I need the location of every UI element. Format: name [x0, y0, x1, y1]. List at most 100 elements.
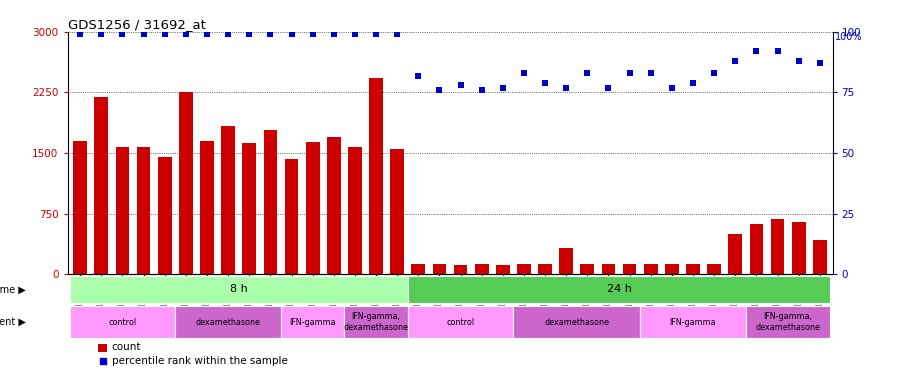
Bar [640, 306, 746, 338]
Point [665, 85, 680, 91]
Bar [433, 264, 446, 274]
Bar [513, 306, 640, 338]
Bar [327, 137, 340, 274]
Point [517, 70, 531, 76]
Point [454, 82, 468, 88]
Bar [281, 306, 345, 338]
Bar [601, 264, 616, 274]
Bar [475, 264, 489, 274]
Point [474, 87, 489, 93]
Point [390, 31, 404, 37]
Point [263, 31, 277, 37]
Point [749, 48, 763, 54]
Point [538, 80, 553, 86]
Point [813, 60, 827, 66]
Text: 24 h: 24 h [607, 284, 632, 294]
Point [728, 58, 742, 64]
Bar [98, 344, 107, 352]
Text: count: count [112, 342, 141, 352]
Point [73, 31, 87, 37]
Bar [813, 240, 827, 274]
Bar [560, 248, 573, 274]
Point [327, 31, 341, 37]
Bar [518, 264, 531, 274]
Bar [200, 141, 214, 274]
Text: IFN-gamma: IFN-gamma [289, 318, 336, 327]
Point [559, 85, 573, 91]
Text: time ▶: time ▶ [0, 284, 25, 294]
Point [623, 70, 637, 76]
Bar [707, 264, 721, 274]
Bar [665, 264, 679, 274]
Bar [179, 93, 193, 274]
Bar [345, 306, 408, 338]
Bar [69, 306, 176, 338]
Point [158, 31, 172, 37]
Bar [176, 306, 281, 338]
Bar [750, 224, 763, 274]
Text: percentile rank within the sample: percentile rank within the sample [112, 356, 288, 366]
Bar [538, 264, 552, 274]
Text: control: control [108, 318, 137, 327]
Bar [686, 264, 700, 274]
Bar [284, 159, 299, 274]
Point [601, 85, 616, 91]
Bar [644, 264, 658, 274]
Point [770, 48, 785, 54]
Text: agent ▶: agent ▶ [0, 317, 25, 327]
Bar [158, 157, 172, 274]
Point [115, 31, 130, 37]
Bar [242, 143, 256, 274]
Bar [411, 264, 425, 274]
Bar [792, 222, 806, 274]
Bar [580, 264, 594, 274]
Bar [264, 130, 277, 274]
Text: IFN-gamma: IFN-gamma [670, 318, 716, 327]
Point [284, 31, 299, 37]
Point [220, 31, 235, 37]
Point [791, 58, 806, 64]
Text: dexamethasone: dexamethasone [195, 318, 261, 327]
Bar [408, 276, 831, 303]
Text: IFN-gamma,
dexamethasone: IFN-gamma, dexamethasone [756, 312, 821, 332]
Point [411, 72, 426, 78]
Bar [221, 126, 235, 274]
Text: dexamethasone: dexamethasone [544, 318, 609, 327]
Bar [73, 141, 87, 274]
Point [707, 70, 722, 76]
Bar [770, 219, 785, 274]
Bar [369, 78, 382, 274]
Bar [348, 147, 362, 274]
Bar [391, 149, 404, 274]
Bar [623, 264, 636, 274]
Text: 100%: 100% [835, 32, 863, 42]
Bar [746, 306, 831, 338]
Text: 8 h: 8 h [230, 284, 248, 294]
Bar [454, 266, 467, 274]
Point [432, 87, 446, 93]
Bar [69, 276, 408, 303]
Point [305, 31, 320, 37]
Point [580, 70, 595, 76]
Bar [408, 306, 513, 338]
Bar [306, 142, 319, 274]
Point [94, 31, 109, 37]
Point [496, 85, 510, 91]
Point [242, 31, 256, 37]
Point [644, 70, 658, 76]
Bar [94, 98, 108, 274]
Point [347, 31, 362, 37]
Point [178, 31, 193, 37]
Point [95, 357, 110, 363]
Bar [115, 147, 130, 274]
Bar [496, 265, 509, 274]
Point [137, 31, 151, 37]
Text: IFN-gamma,
dexamethasone: IFN-gamma, dexamethasone [344, 312, 409, 332]
Bar [728, 234, 742, 274]
Text: GDS1256 / 31692_at: GDS1256 / 31692_at [68, 18, 205, 31]
Bar [137, 147, 150, 274]
Point [686, 80, 700, 86]
Point [369, 31, 383, 37]
Point [200, 31, 214, 37]
Text: control: control [446, 318, 474, 327]
